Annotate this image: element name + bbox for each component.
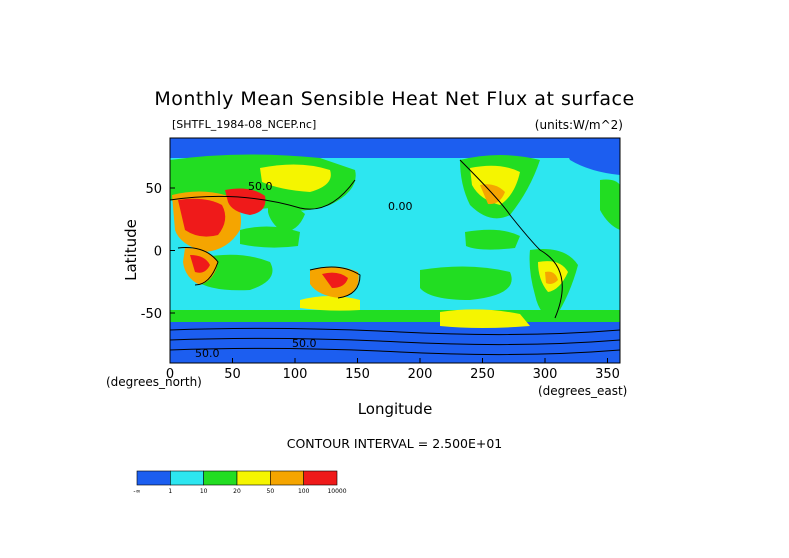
heatmap-field [170, 138, 620, 363]
y-axis-ticks: -50 0 50 [141, 182, 175, 322]
x-tick-label: 300 [533, 367, 558, 382]
colorbar-label: 20 [233, 488, 241, 495]
contour-label: 50.0 [292, 337, 317, 350]
x-tick-label: 250 [470, 367, 495, 382]
x-tick-label: 150 [345, 367, 370, 382]
colorbar: -∞ 1 10 20 50 100 10000 [133, 470, 347, 495]
x-axis-ticks: 0 50 100 150 200 250 300 350 [166, 358, 620, 382]
x-axis-label: Longitude [357, 400, 433, 418]
colorbar-label: 50 [267, 488, 275, 495]
contour-label: 50.0 [195, 347, 220, 360]
colorbar-swatch [170, 470, 204, 486]
chart-title: Monthly Mean Sensible Heat Net Flux at s… [154, 88, 635, 110]
dataset-label: [SHTFL_1984-08_NCEP.nc] [172, 118, 317, 131]
colorbar-swatch [236, 470, 271, 486]
y-tick-label: 0 [154, 245, 162, 260]
x-tick-label: 100 [283, 367, 308, 382]
colorbar-swatch [303, 470, 338, 486]
colorbar-swatch [203, 470, 238, 486]
x-tick-label: 50 [224, 367, 241, 382]
contour-label: 50.0 [248, 180, 273, 193]
contour-label: 0.00 [388, 200, 413, 213]
units-label: (units:W/m^2) [534, 118, 623, 132]
x-tick-label: 350 [595, 367, 620, 382]
y-tick-label: 50 [145, 182, 162, 197]
colorbar-swatch [270, 470, 304, 486]
colorbar-label: 10000 [327, 488, 346, 495]
y-tick-label: -50 [141, 307, 162, 322]
colorbar-label: 100 [298, 488, 310, 495]
x-tick-label: 0 [166, 367, 174, 382]
contour-interval: CONTOUR INTERVAL = 2.500E+01 [286, 436, 503, 451]
colorbar-label: -∞ [133, 488, 140, 495]
colorbar-label: 10 [200, 488, 208, 495]
colorbar-label: 1 [168, 488, 172, 495]
x-unit-label: (degrees_east) [538, 384, 628, 398]
y-unit-label: (degrees_north) [106, 375, 202, 389]
colorbar-swatch [136, 470, 171, 486]
x-tick-label: 200 [408, 367, 433, 382]
